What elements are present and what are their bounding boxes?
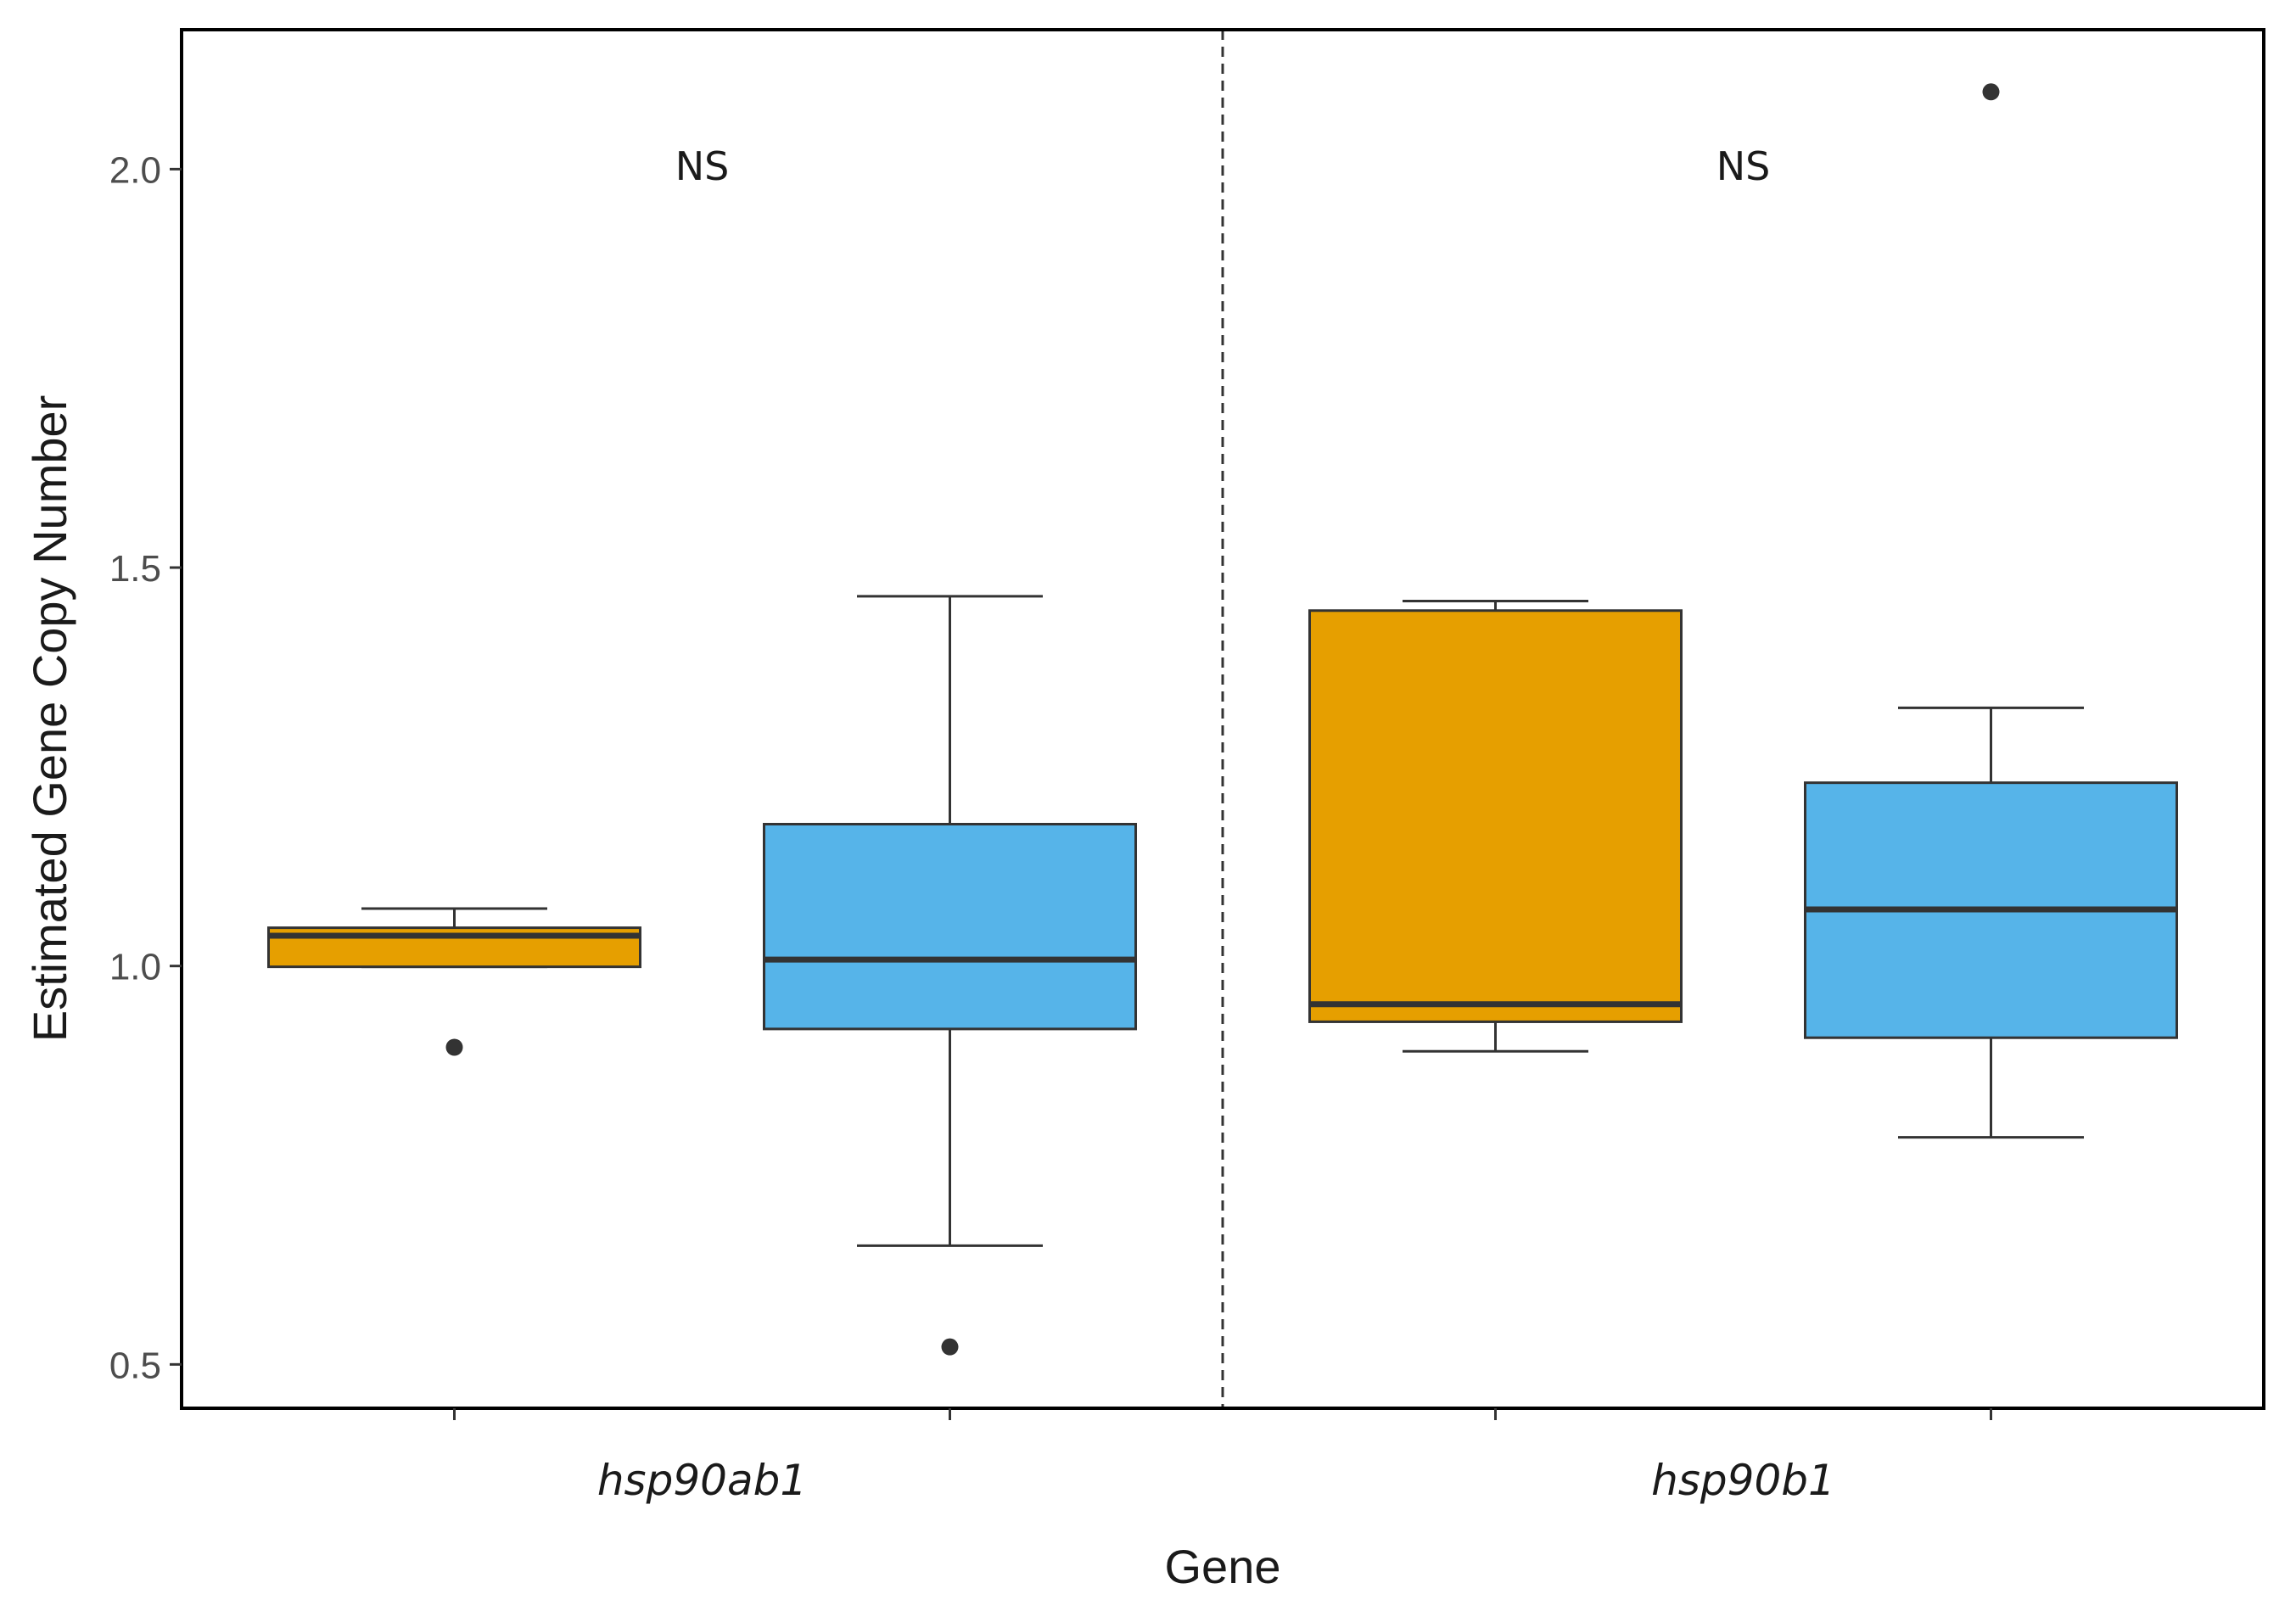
- outlier-point: [445, 1038, 463, 1056]
- axis-layer: 0.5 1.0 1.5 2.0 hsp90ab1 hsp90b1: [109, 149, 1992, 1505]
- y-tick-label: 1.5: [109, 548, 161, 590]
- box-hsp90ab1-group-0: [267, 907, 641, 1056]
- outlier-point: [941, 1338, 959, 1356]
- y-axis-title: Estimated Gene Copy Number: [23, 395, 76, 1043]
- x-category-label: hsp90ab1: [597, 1456, 807, 1505]
- plot-layer: NS NS: [267, 30, 2178, 1408]
- box-hsp90ab1-group-1: [763, 595, 1137, 1356]
- box-iqr-rect: [763, 822, 1137, 1031]
- box-iqr-rect: [1308, 609, 1683, 1023]
- y-tick-label: 2.0: [109, 149, 161, 191]
- significance-label-hsp90ab1: NS: [675, 143, 730, 189]
- x-category-label: hsp90b1: [1651, 1456, 1835, 1505]
- significance-label-hsp90b1: NS: [1716, 143, 1771, 189]
- box-hsp90b1-group-0: [1308, 599, 1683, 1053]
- y-tick-label: 0.5: [109, 1345, 161, 1386]
- plot-panel-border: [180, 28, 2265, 1410]
- x-axis-title: Gene: [1165, 1540, 1281, 1593]
- box-hsp90b1-group-1: [1804, 83, 2178, 1139]
- y-tick-label: 1.0: [109, 947, 161, 988]
- outlier-point: [1982, 83, 2000, 101]
